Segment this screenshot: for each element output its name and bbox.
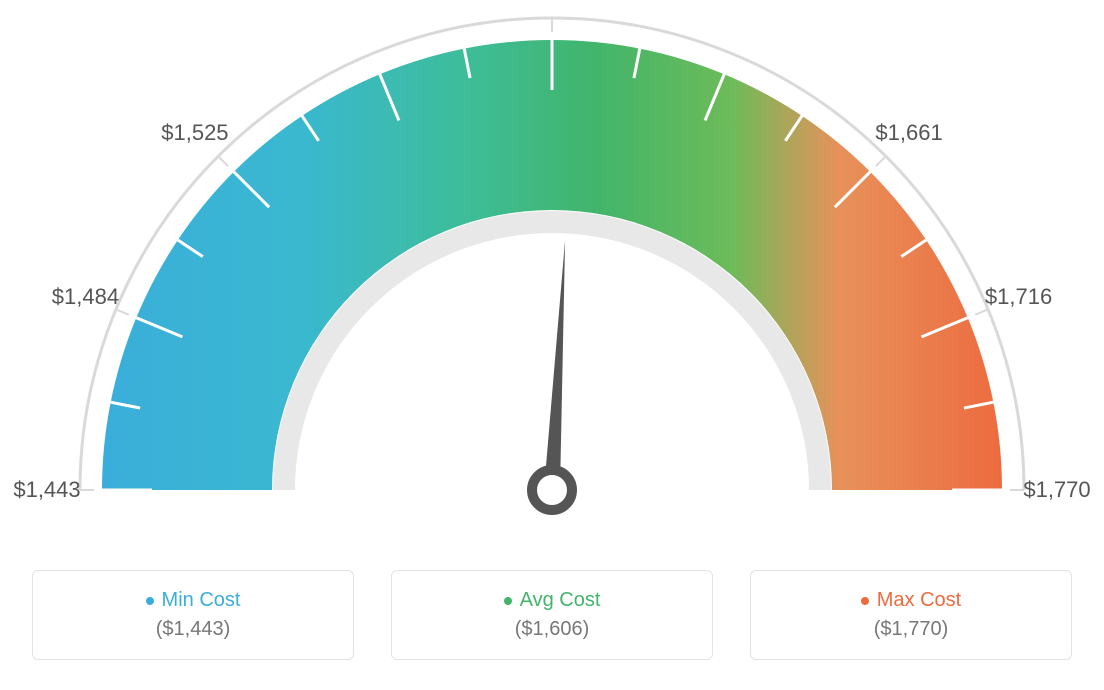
legend-dot-avg xyxy=(504,597,512,605)
gauge-tick-label: $1,484 xyxy=(52,284,119,310)
legend-box-min: Min Cost ($1,443) xyxy=(32,570,354,660)
legend-dot-max xyxy=(861,597,869,605)
gauge-outer-tick xyxy=(975,309,988,314)
legend-row: Min Cost ($1,443) Avg Cost ($1,606) Max … xyxy=(0,570,1104,660)
legend-value-max: ($1,770) xyxy=(874,618,949,641)
gauge-needle-hub xyxy=(532,470,572,510)
gauge-chart-container: $1,443$1,484$1,525$1,606$1,661$1,716$1,7… xyxy=(0,0,1104,690)
gauge-outer-tick xyxy=(876,156,886,166)
legend-label-min: Min Cost xyxy=(162,589,241,612)
legend-value-avg: ($1,606) xyxy=(515,618,590,641)
legend-title-max: Max Cost xyxy=(861,589,961,612)
gauge-outer-tick xyxy=(218,156,228,166)
legend-title-min: Min Cost xyxy=(146,589,241,612)
legend-label-avg: Avg Cost xyxy=(520,589,601,612)
gauge-tick-label: $1,525 xyxy=(161,120,228,146)
gauge-area: $1,443$1,484$1,525$1,606$1,661$1,716$1,7… xyxy=(0,0,1104,560)
gauge-needle xyxy=(544,240,565,490)
legend-label-max: Max Cost xyxy=(877,589,961,612)
gauge-tick-label: $1,443 xyxy=(13,477,80,503)
gauge-outer-tick xyxy=(116,309,129,314)
gauge-svg xyxy=(0,0,1104,560)
gauge-tick-label: $1,716 xyxy=(985,284,1052,310)
legend-dot-min xyxy=(146,597,154,605)
legend-box-max: Max Cost ($1,770) xyxy=(750,570,1072,660)
gauge-tick-label: $1,661 xyxy=(875,120,942,146)
legend-box-avg: Avg Cost ($1,606) xyxy=(391,570,713,660)
gauge-tick-label: $1,770 xyxy=(1023,477,1090,503)
legend-value-min: ($1,443) xyxy=(156,618,231,641)
legend-title-avg: Avg Cost xyxy=(504,589,601,612)
